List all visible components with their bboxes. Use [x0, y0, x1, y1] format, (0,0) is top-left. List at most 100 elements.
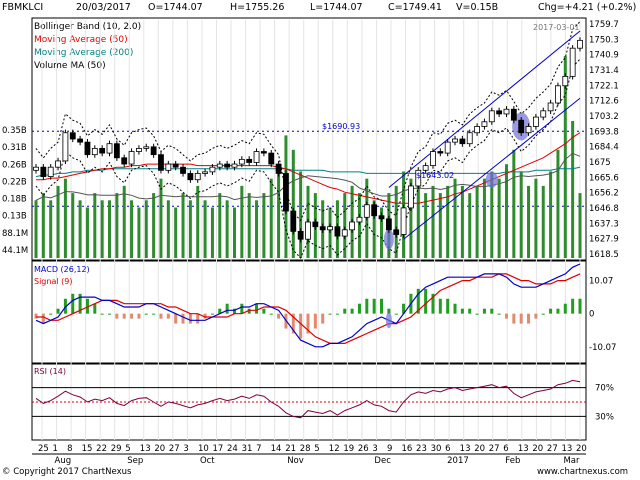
macd-label: MACD (26,12): [34, 265, 90, 274]
volume-tick-label: 0.31B: [2, 143, 27, 153]
volume-bar: [394, 185, 398, 258]
volume-bar: [475, 185, 479, 258]
rsi-line: [35, 379, 581, 419]
date-tick-label: 14: [271, 444, 282, 454]
rsi-label: RSI (14): [34, 367, 66, 376]
macd-histogram-bar: [262, 308, 266, 314]
close-label: C=1749.41: [388, 2, 442, 13]
volume-bar: [130, 200, 134, 258]
candle-body: [415, 169, 422, 187]
volume-bar: [122, 185, 126, 258]
macd-histogram-bar: [446, 298, 450, 314]
date-tick-label: 31: [242, 444, 253, 454]
price-tick-label: 1740.9: [589, 51, 619, 61]
date-tick-label: 17: [212, 444, 223, 454]
date-tick-label: 9: [387, 444, 392, 454]
volume-bar: [34, 200, 38, 258]
ma200-line: [35, 166, 581, 178]
volume-bar: [446, 185, 450, 258]
price-panel-frame: [31, 17, 587, 261]
candle-body: [260, 151, 267, 154]
month-tick-label: Sep: [127, 456, 143, 466]
macd-histogram-bar: [306, 313, 310, 334]
macd-histogram-bar: [115, 313, 119, 319]
candle-body: [91, 147, 98, 156]
volume-bar: [174, 207, 178, 258]
macd-histogram-bar: [335, 313, 339, 315]
price-tick-label: 1675: [589, 158, 611, 168]
macd-histogram-bar: [41, 313, 45, 324]
date-tick-label: 29: [111, 444, 122, 454]
price-tick-label: 1693.8: [589, 127, 619, 137]
candle-body: [437, 151, 444, 154]
volume-bar: [188, 200, 192, 258]
date-tick-label: 19: [343, 444, 354, 454]
date-tick-label: 5: [314, 444, 319, 454]
rsi-tick-label: 70%: [595, 384, 614, 394]
date-tick-label: 13: [140, 444, 151, 454]
candle-body: [349, 221, 356, 231]
macd-line: [35, 263, 581, 348]
macd-histogram-bar: [49, 313, 53, 315]
volume-bar: [56, 185, 60, 258]
bollinger-upper: [35, 21, 581, 222]
candle-body: [231, 163, 238, 168]
macd-histogram-bar: [299, 313, 303, 339]
candle-body: [378, 215, 385, 220]
date-tick-label: 20: [154, 444, 165, 454]
macd-histogram-bar: [321, 313, 325, 324]
price-tick-label: 1703.2: [589, 112, 619, 122]
volume-tick-label: 0.18B: [2, 195, 27, 205]
price-tick-label: 1656.2: [589, 189, 619, 199]
candle-body: [496, 110, 503, 115]
date-tick-label: 28: [300, 444, 311, 454]
symbol-label: FBMKLCI: [2, 2, 44, 13]
macd-histogram-bar: [556, 308, 560, 314]
macd-histogram-bar: [100, 313, 104, 315]
open-label: O=1744.07: [148, 2, 203, 13]
candle-body: [371, 204, 378, 217]
macd-histogram-bar: [527, 313, 531, 324]
candle-body: [466, 132, 473, 145]
macd-histogram-bar: [181, 313, 185, 324]
month-tick-label: Feb: [505, 456, 520, 466]
volume-bar: [519, 171, 523, 258]
macd-histogram-bar: [482, 308, 486, 314]
volume-bar: [269, 178, 273, 258]
macd-histogram-bar: [343, 308, 347, 314]
macd-histogram-bar: [196, 313, 200, 324]
candle-body: [474, 126, 480, 134]
volume-tick-label: 0.35B: [2, 126, 27, 136]
macd-histogram-bar: [240, 303, 244, 314]
macd-histogram-bar: [93, 303, 97, 314]
macd-histogram-bar: [365, 298, 369, 314]
date-tick-label: 27: [489, 444, 500, 454]
date-tick-label: 16: [402, 444, 413, 454]
date-tick-label: 22: [96, 444, 107, 454]
date-tick-label: 5: [125, 444, 130, 454]
date-tick-label: 13: [518, 444, 529, 454]
volume-tick-label: 0.26B: [2, 160, 27, 170]
price-tick-label: 1646.8: [589, 204, 619, 214]
candle-body: [238, 158, 245, 165]
macd-histogram-bar: [78, 293, 82, 314]
volume-tick-label: 44.1M: [2, 246, 28, 256]
volume-tick-label: 88.1M: [2, 229, 28, 239]
date-tick-label: 24: [227, 444, 238, 454]
date-tick-label: 1: [53, 444, 58, 454]
macd-histogram-bar: [460, 308, 464, 314]
macd-histogram-bar: [291, 313, 295, 334]
macd-histogram-bar: [512, 313, 516, 324]
macd-histogram-bar: [122, 313, 126, 319]
volume-bar: [255, 200, 259, 258]
price-tick-label: 1637.3: [589, 219, 619, 229]
price-tick-label: 1722.1: [589, 81, 619, 91]
volume-bar: [71, 193, 75, 258]
date-tick-label: 20: [576, 444, 587, 454]
highlight-ellipse: [485, 171, 498, 188]
macd-histogram-bar: [372, 298, 376, 314]
candle-body: [555, 85, 561, 104]
volume-bar: [438, 193, 442, 258]
price-tick-label: 1627.9: [589, 235, 619, 245]
